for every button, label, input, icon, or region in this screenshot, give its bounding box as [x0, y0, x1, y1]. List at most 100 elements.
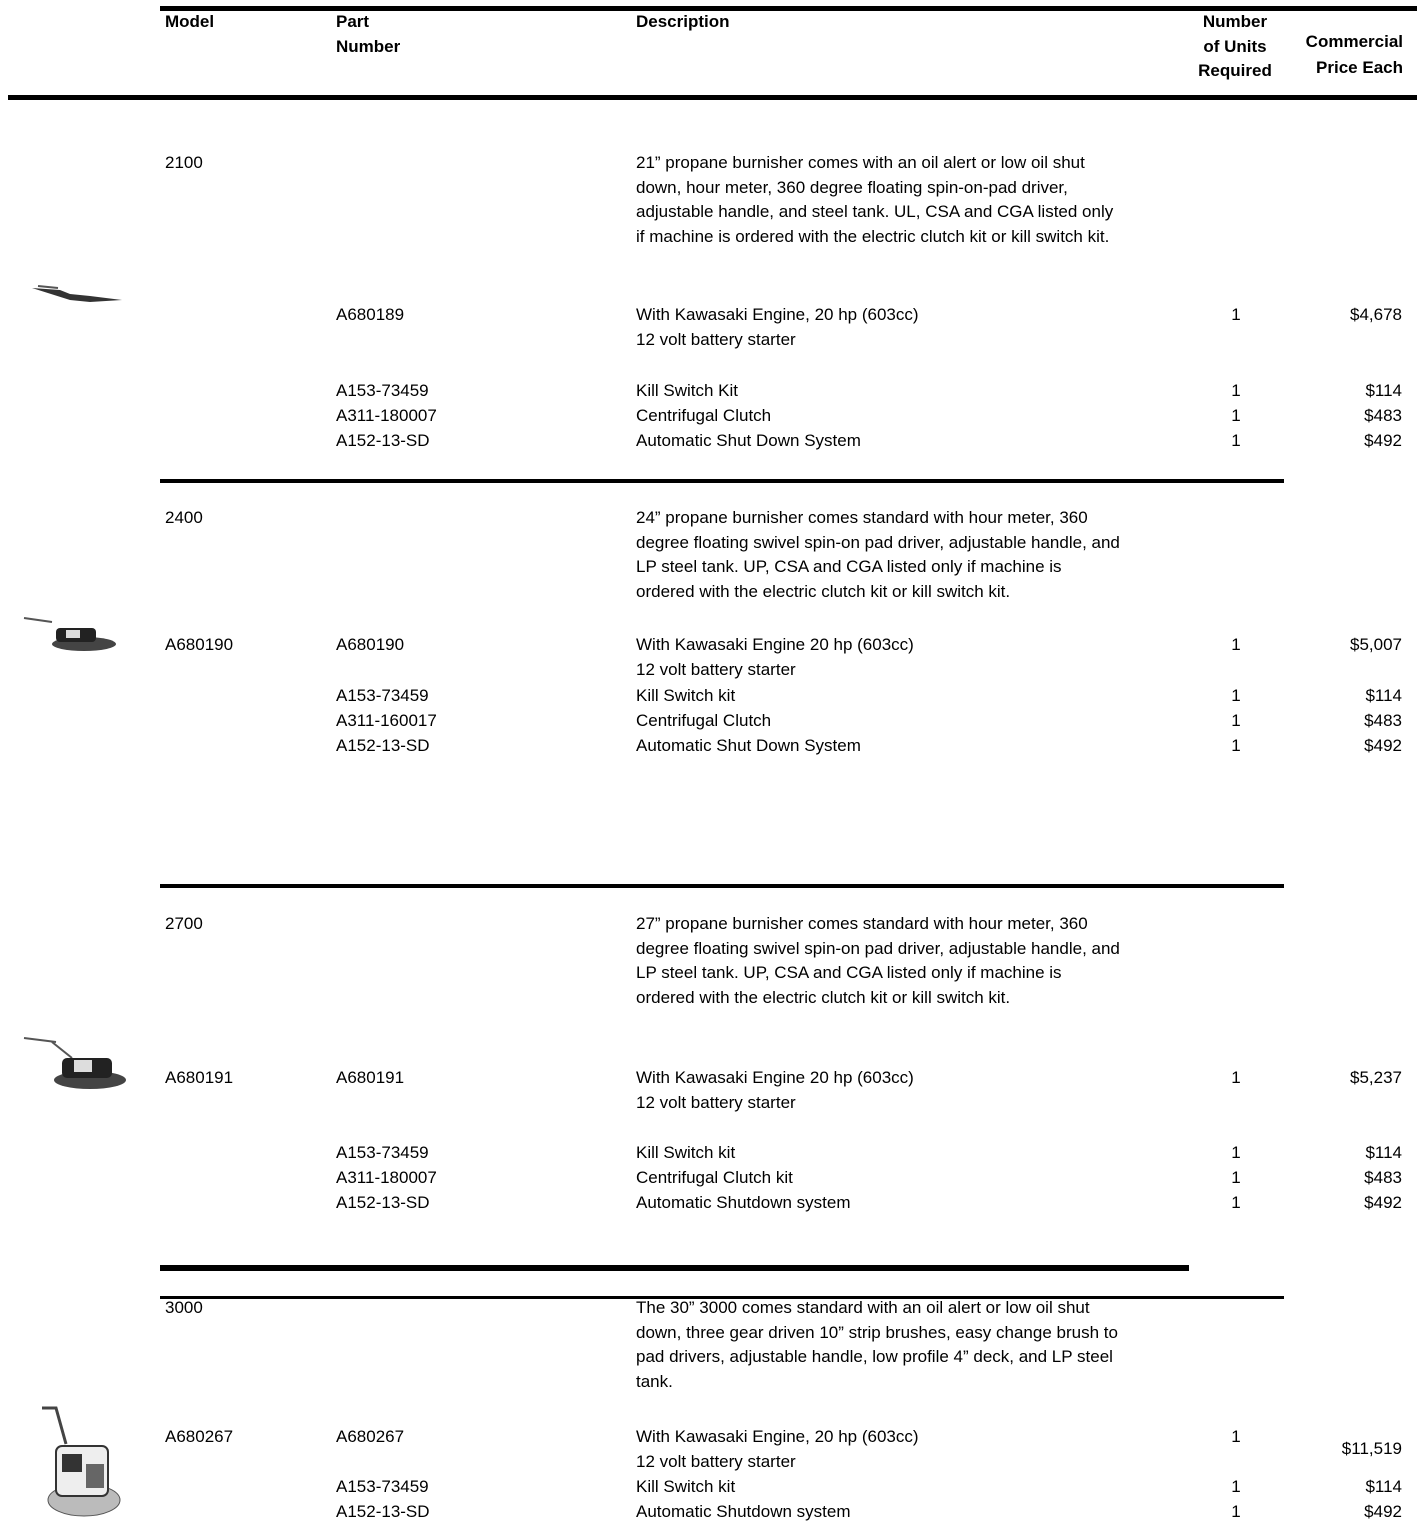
units: 1	[1231, 1068, 1241, 1087]
row-description: With Kawasaki Engine 20 hp (603cc)	[636, 635, 914, 654]
row-model: A680267	[165, 1427, 234, 1446]
part-number: A153-73459	[336, 1477, 429, 1496]
row-description: Automatic Shutdown system	[636, 1502, 851, 1521]
units: 1	[1231, 381, 1241, 400]
part-number: A153-73459	[336, 1143, 429, 1162]
price: $5,007	[1350, 635, 1402, 654]
units: 1	[1231, 1193, 1241, 1212]
description-line: LP steel tank. UP, CSA and CGA listed on…	[636, 557, 1062, 576]
row-description: Kill Switch kit	[636, 1477, 736, 1496]
row-description: Kill Switch kit	[636, 686, 736, 705]
units: 1	[1231, 1477, 1241, 1496]
description-line: 27” propane burnisher comes standard wit…	[636, 914, 1088, 933]
header-price: Price Each	[1316, 58, 1403, 77]
price: $492	[1364, 1193, 1402, 1212]
row-description: Centrifugal Clutch kit	[636, 1168, 793, 1187]
description-line: ordered with the electric clutch kit or …	[636, 987, 1011, 1007]
header-model: Model	[165, 12, 215, 31]
row-model: A680191	[165, 1068, 234, 1087]
row-description: Kill Switch kit	[636, 1143, 736, 1162]
units: 1	[1231, 686, 1241, 705]
price: $114	[1365, 381, 1402, 400]
row-description: Automatic Shutdown system	[636, 1193, 851, 1212]
row-description: Kill Switch Kit	[636, 381, 739, 400]
description-line: tank.	[636, 1371, 673, 1391]
price: $114	[1365, 686, 1402, 705]
description-line: degree floating swivel spin-on pad drive…	[636, 938, 1120, 958]
units: 1	[1231, 431, 1241, 450]
part-number: A152-13-SD	[336, 1193, 430, 1212]
part-number: A311-160017	[336, 711, 437, 730]
description-line: adjustable handle, and steel tank. UL, C…	[636, 202, 1114, 221]
price: $4,678	[1350, 305, 1402, 324]
row-description: Automatic Shut Down System	[636, 431, 861, 450]
part-number: A680191	[336, 1068, 405, 1087]
row-description: 12 volt battery starter	[636, 659, 796, 679]
part-number: A152-13-SD	[336, 431, 430, 450]
part-number: A680267	[336, 1427, 405, 1446]
model: 2100	[165, 153, 203, 172]
description-line: The 30” 3000 comes standard with an oil …	[636, 1298, 1090, 1317]
description-line: 24” propane burnisher comes standard wit…	[636, 508, 1088, 527]
price: $483	[1364, 711, 1402, 730]
header-units: Required	[1198, 61, 1272, 80]
top-rule	[160, 6, 1417, 11]
model: 2700	[165, 914, 203, 933]
product-image	[23, 1037, 126, 1089]
units: 1	[1231, 305, 1241, 324]
header-part-number: Part	[336, 12, 370, 31]
description-line: 21” propane burnisher comes with an oil …	[636, 153, 1085, 172]
model: 3000	[165, 1298, 203, 1317]
units: 1	[1231, 711, 1241, 730]
product-image	[42, 1406, 121, 1517]
product-image	[23, 617, 116, 651]
row-description: Automatic Shut Down System	[636, 736, 861, 755]
description-line: degree floating swivel spin-on pad drive…	[636, 532, 1120, 552]
price: $492	[1364, 431, 1402, 450]
section-rule	[160, 1265, 1189, 1271]
model: 2400	[165, 508, 203, 527]
price: $114	[1365, 1477, 1402, 1496]
part-number: A153-73459	[336, 381, 429, 400]
part-number: A311-180007	[336, 1168, 437, 1187]
price: $11,519	[1341, 1439, 1402, 1458]
header-rule	[8, 95, 1417, 100]
part-number: A152-13-SD	[336, 736, 430, 755]
row-model: A680190	[165, 635, 234, 654]
units: 1	[1231, 1143, 1241, 1162]
description-line: LP steel tank. UP, CSA and CGA listed on…	[636, 963, 1062, 982]
row-description: Centrifugal Clutch	[636, 406, 772, 425]
row-description: With Kawasaki Engine, 20 hp (603cc)	[636, 1427, 919, 1446]
row-description: Centrifugal Clutch	[636, 711, 772, 730]
units: 1	[1231, 736, 1241, 755]
units: 1	[1231, 1502, 1241, 1521]
row-description: With Kawasaki Engine 20 hp (603cc)	[636, 1068, 914, 1087]
price: $483	[1364, 406, 1402, 425]
header-part-number: Number	[336, 36, 401, 56]
part-number: A311-180007	[336, 406, 437, 425]
price: $114	[1365, 1143, 1402, 1162]
row-description: 12 volt battery starter	[636, 329, 796, 349]
price: $483	[1364, 1168, 1402, 1187]
header-description: Description	[636, 12, 730, 31]
part-number: A152-13-SD	[336, 1502, 430, 1521]
part-number: A153-73459	[336, 686, 429, 705]
description-line: down, three gear driven 10” strip brushe…	[636, 1322, 1118, 1342]
description-line: if machine is ordered with the electric …	[636, 226, 1110, 246]
price: $5,237	[1350, 1068, 1402, 1087]
row-description: With Kawasaki Engine, 20 hp (603cc)	[636, 305, 919, 324]
product-image	[32, 285, 122, 302]
section-rule	[160, 884, 1284, 888]
header-units: of Units	[1203, 36, 1267, 56]
part-number: A680190	[336, 635, 405, 654]
units: 1	[1231, 1168, 1241, 1187]
description-line: ordered with the electric clutch kit or …	[636, 581, 1011, 601]
units: 1	[1231, 635, 1241, 654]
units: 1	[1231, 406, 1241, 425]
description-line: pad drivers, adjustable handle, low prof…	[636, 1347, 1113, 1366]
part-number: A680189	[336, 305, 405, 324]
section-rule	[160, 479, 1284, 483]
header-units: Number	[1202, 12, 1268, 31]
units: 1	[1231, 1427, 1241, 1446]
